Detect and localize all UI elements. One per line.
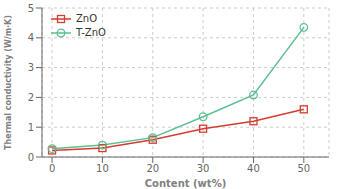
- svg-text:0: 0: [49, 163, 55, 174]
- svg-text:3: 3: [28, 62, 34, 73]
- svg-text:Thermal conductivity (W/m·K): Thermal conductivity (W/m·K): [8, 15, 13, 150]
- svg-text:40: 40: [247, 163, 260, 174]
- html-text:T-ZnO: T-ZnO: [76, 27, 106, 38]
- svg-text:5: 5: [28, 3, 34, 14]
- svg-text:50: 50: [297, 163, 310, 174]
- svg-text:4: 4: [28, 32, 34, 43]
- html-text:ZnO: ZnO: [76, 13, 98, 24]
- svg-text:20: 20: [146, 163, 159, 174]
- svg-text:1: 1: [28, 122, 34, 133]
- svg-text:2: 2: [28, 92, 34, 103]
- svg-text:0: 0: [28, 152, 34, 163]
- svg-text:10: 10: [96, 163, 109, 174]
- svg-text:30: 30: [197, 163, 210, 174]
- svg-text:Content (wt%): Content (wt%): [145, 178, 226, 189]
